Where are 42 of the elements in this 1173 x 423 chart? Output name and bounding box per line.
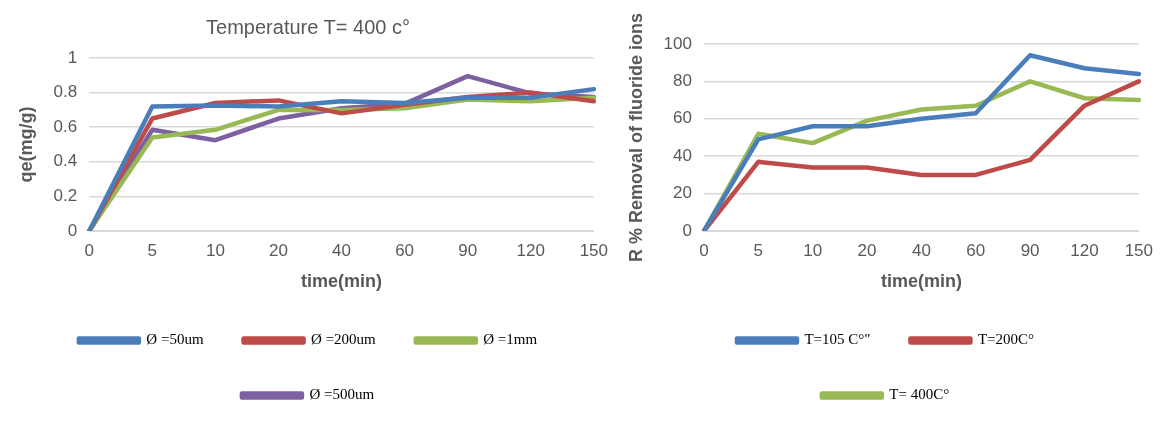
- x-tick-label: 120: [1070, 240, 1099, 260]
- y-tick-label: 0.4: [53, 151, 78, 171]
- y-tick-label: 40: [673, 145, 692, 165]
- x-tick-label: 5: [147, 240, 158, 260]
- y-tick-label: 0: [67, 220, 78, 240]
- x-tick-label: 20: [268, 240, 288, 260]
- x-tick-label: 120: [516, 240, 545, 260]
- y-tick-label: 0.6: [53, 116, 78, 136]
- legend-label: Ø =200um: [311, 331, 377, 348]
- y-axis-title: R % Removal of fluoride ions: [625, 12, 646, 263]
- x-tick-label: 150: [579, 240, 609, 260]
- x-tick-label: 10: [803, 240, 823, 260]
- x-axis-title: time(min): [301, 271, 383, 292]
- x-tick-label: 90: [458, 240, 478, 260]
- legend-label: T= 400C°: [889, 386, 950, 403]
- x-tick-label: 150: [1124, 240, 1154, 260]
- y-tick-label: 1: [67, 47, 78, 67]
- x-tick-label: 60: [395, 240, 415, 260]
- legend-label: Ø =500um: [309, 386, 375, 403]
- legend-label: Ø =1mm: [483, 331, 538, 348]
- x-tick-label: 60: [966, 240, 986, 260]
- x-tick-label: 40: [911, 240, 931, 260]
- x-tick-label: 40: [332, 240, 351, 260]
- x-axis-title: time(min): [880, 271, 962, 292]
- x-tick-label: 10: [205, 240, 225, 260]
- y-tick-label: 0.2: [53, 186, 78, 206]
- y-tick-label: 20: [673, 183, 692, 203]
- chart-title: Temperature T= 400 c°: [206, 15, 410, 38]
- x-tick-label: 0: [699, 240, 709, 260]
- y-tick-label: 0.8: [53, 82, 78, 102]
- y-tick-label: 100: [663, 33, 692, 53]
- x-tick-label: 0: [84, 240, 94, 260]
- y-tick-label: 0: [682, 220, 692, 240]
- y-tick-label: 60: [673, 108, 692, 128]
- x-tick-label: 90: [1020, 240, 1040, 260]
- y-axis-title: qe(mg/g): [15, 106, 36, 183]
- x-tick-label: 20: [857, 240, 877, 260]
- legend-label: Ø =50um: [146, 331, 204, 348]
- legend-label: T=200C°: [977, 331, 1035, 348]
- x-tick-label: 5: [753, 240, 764, 260]
- legend-label: T=105 C°": [804, 331, 871, 348]
- y-tick-label: 80: [673, 71, 692, 91]
